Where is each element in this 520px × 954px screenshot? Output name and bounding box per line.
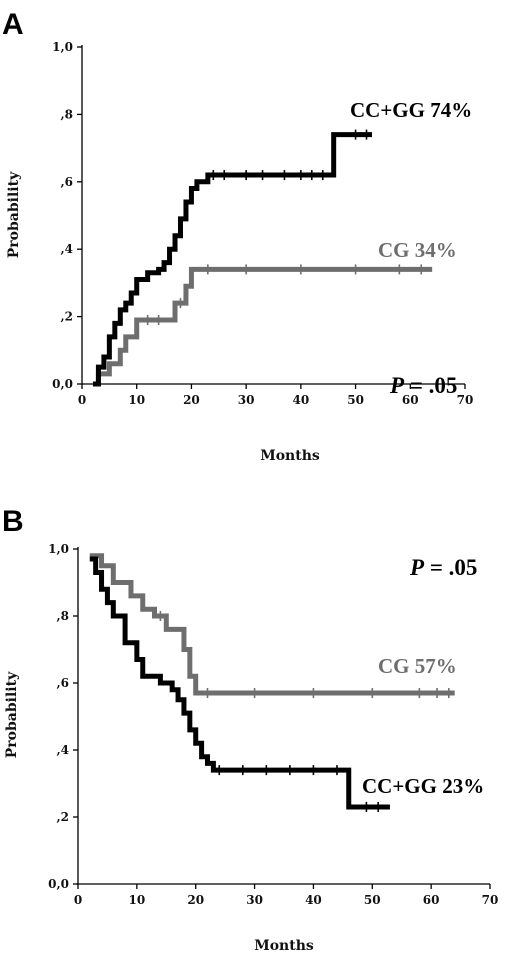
x-tick-label: 20: [183, 393, 200, 407]
series-label: CG 34%: [378, 238, 457, 262]
y-tick-label: 0,0: [48, 877, 69, 891]
x-tick-label: 70: [482, 893, 499, 907]
panel-letter-b: B: [2, 505, 24, 538]
p-value-label: P = .05: [389, 373, 457, 398]
y-tick-label: 0,0: [52, 377, 73, 391]
p-symbol: P: [389, 373, 405, 398]
x-tick-label: 60: [423, 893, 440, 907]
kaplan-meier-chart-a: 0 10 20 30 40 50 60 70 0,0 ,2 ,4 ,6 ,8 1,0 Months Proba…: [6, 40, 473, 464]
x-tick-label: 40: [293, 393, 310, 407]
y-tick-label: 1,0: [48, 542, 69, 556]
p-value-text: = .05: [424, 555, 477, 580]
series-line: [92, 266, 433, 387]
series-label: CC+GG 74%: [350, 98, 472, 122]
y-tick-label: ,4: [60, 242, 73, 256]
y-tick-label: ,6: [60, 175, 73, 189]
x-tick-label: 10: [129, 893, 146, 907]
x-tick-label: 20: [187, 893, 204, 907]
y-tick-label: ,2: [60, 310, 73, 324]
x-tick-label: 0: [78, 393, 86, 407]
x-tick-label: 0: [74, 893, 82, 907]
series-line: [89, 556, 390, 810]
x-tick-label: 70: [457, 393, 474, 407]
series-label: CG 57%: [378, 654, 457, 678]
y-tick-label: ,8: [60, 107, 73, 121]
p-value-text: = .05: [404, 373, 457, 398]
series-line: [92, 132, 372, 387]
y-tick-label: 1,0: [52, 40, 73, 54]
y-axis-title: Probability: [6, 171, 22, 258]
x-axis-title: Months: [260, 448, 320, 464]
y-tick-label: ,2: [56, 810, 69, 824]
x-tick-label: 60: [402, 393, 419, 407]
x-tick-label: 50: [364, 893, 381, 907]
x-tick-label: 30: [246, 893, 263, 907]
x-tick-label: 50: [347, 393, 364, 407]
series-line: [89, 553, 455, 696]
p-symbol: P: [409, 555, 425, 580]
y-tick-label: ,8: [56, 609, 69, 623]
series-label: CC+GG 23%: [362, 774, 484, 798]
x-axis-title: Months: [254, 938, 314, 954]
x-tick-label: 30: [238, 393, 255, 407]
y-axis-title: Probability: [4, 671, 20, 758]
x-tick-label: 40: [305, 893, 322, 907]
kaplan-meier-chart-b: 0 10 20 30 40 50 60 70 0,0 ,2 ,4 ,6 ,8 1,0 Months Proba…: [4, 542, 498, 954]
x-tick-label: 10: [128, 393, 145, 407]
y-tick-label: ,4: [56, 743, 69, 757]
panel-letter-a: A: [2, 8, 24, 41]
y-tick-label: ,6: [56, 676, 69, 690]
p-value-label: P = .05: [409, 555, 477, 580]
